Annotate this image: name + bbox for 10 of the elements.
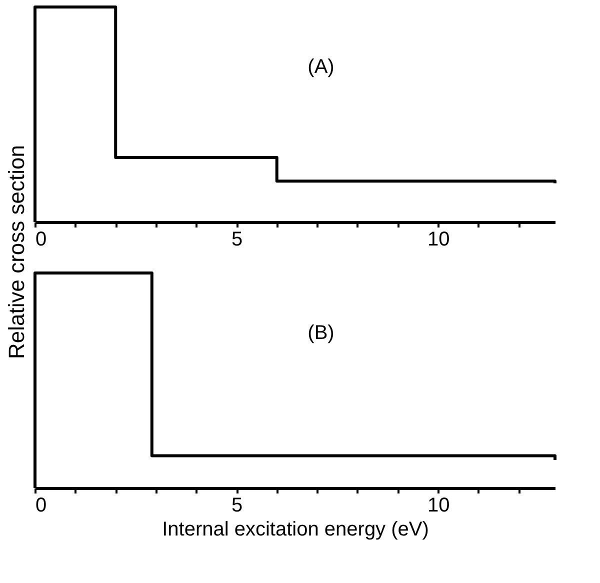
annotation: (B) (308, 322, 334, 344)
y-axis-title: Relative cross section (4, 145, 29, 359)
x-tick-label: 0 (36, 228, 47, 250)
x-tick-label: 0 (36, 494, 47, 516)
x-axis-title: Internal excitation energy (eV) (162, 518, 429, 540)
x-tick-label: 10 (427, 494, 450, 516)
x-tick-label: 10 (427, 228, 450, 250)
annotation: (A) (308, 56, 334, 78)
x-tick-label: 5 (231, 494, 243, 516)
x-tick-label: 5 (231, 228, 243, 250)
